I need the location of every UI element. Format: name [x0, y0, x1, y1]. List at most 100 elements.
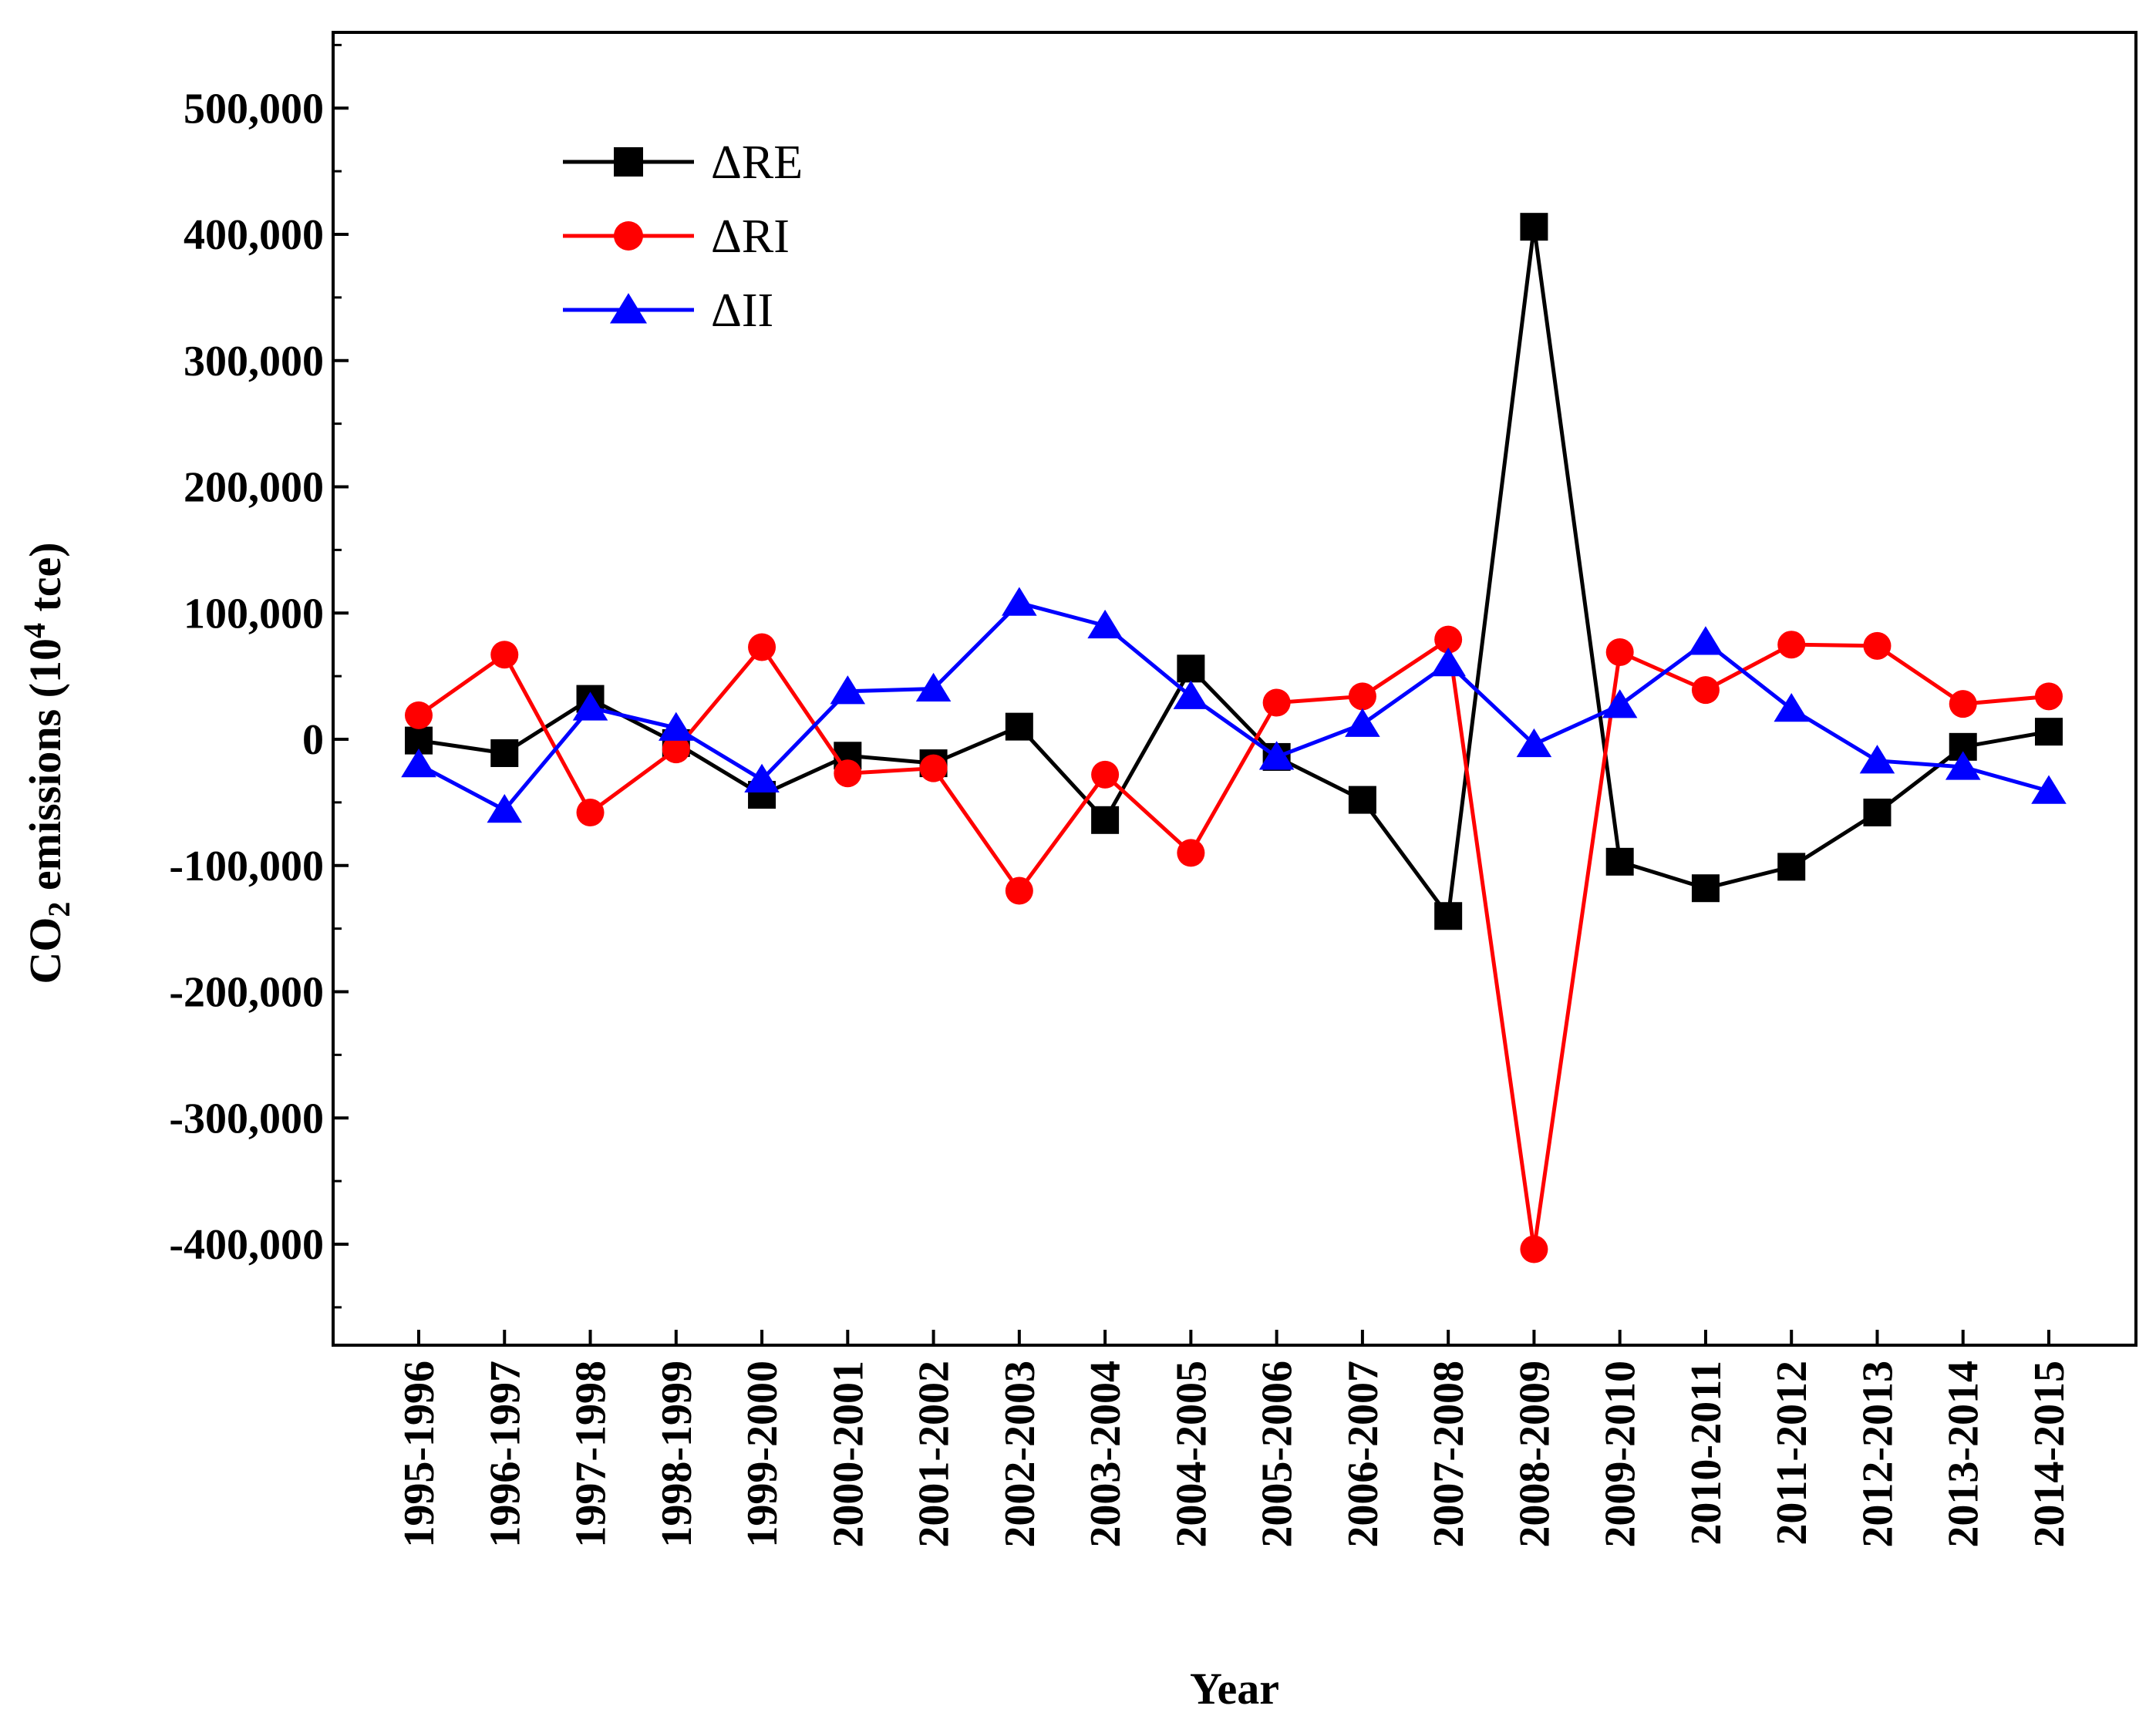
data-point — [1691, 676, 1720, 705]
data-point — [1087, 609, 1123, 639]
legend: ΔRE ΔRI ΔII — [563, 136, 803, 337]
y-axis-title-subscript: 2 — [42, 902, 76, 917]
data-point — [572, 691, 608, 721]
data-point — [1177, 839, 1205, 867]
x-tick-label: 2013-2014 — [1940, 1361, 1988, 1548]
x-tick-label: 1999-2000 — [739, 1361, 787, 1548]
data-point — [1516, 728, 1552, 758]
data-point — [662, 735, 690, 764]
y-axis-title-suffix: tce) — [20, 542, 70, 623]
x-tick-label: 1995-1996 — [396, 1361, 443, 1548]
legend-marker — [614, 221, 643, 251]
y-tick-label: 0 — [302, 716, 324, 764]
legend-item: ΔRI — [563, 210, 790, 263]
y-tick-label: -400,000 — [169, 1221, 324, 1269]
data-point — [490, 641, 519, 669]
x-tick-label: 1997-1998 — [568, 1361, 615, 1548]
y-tick-label: -200,000 — [169, 969, 324, 1017]
data-point — [1430, 648, 1466, 677]
x-tick-label: 2014-2015 — [2026, 1361, 2073, 1548]
y-tick-label: -300,000 — [169, 1095, 324, 1142]
series-square — [405, 213, 2063, 930]
y-axis-title-prefix: CO — [20, 917, 70, 984]
x-tick-label: 2012-2013 — [1854, 1361, 1902, 1548]
y-tick-label: 200,000 — [184, 464, 324, 512]
data-point — [1520, 1235, 1548, 1263]
legend-item: ΔRE — [563, 136, 803, 189]
data-point — [1605, 847, 1634, 876]
data-point — [1602, 689, 1638, 718]
data-point — [834, 759, 862, 788]
x-tick-label: 2007-2008 — [1425, 1361, 1473, 1548]
data-point — [1520, 213, 1548, 241]
data-point — [405, 701, 433, 729]
y-tick-label: 100,000 — [184, 590, 324, 638]
x-tick-label: 2001-2002 — [911, 1361, 958, 1548]
x-tick-label: 2009-2010 — [1597, 1361, 1645, 1548]
data-point — [748, 633, 776, 661]
data-point — [1945, 751, 1981, 780]
data-point — [1777, 631, 1806, 659]
series-line — [417, 636, 2050, 1250]
data-point — [1258, 741, 1295, 770]
data-point — [1091, 806, 1120, 834]
data-point — [919, 754, 948, 782]
data-point — [1177, 654, 1205, 683]
data-point — [1863, 631, 1892, 660]
x-tick-label: 2008-2009 — [1511, 1361, 1558, 1548]
data-point — [915, 672, 952, 702]
data-point — [1863, 798, 1892, 826]
y-tick-label: 500,000 — [184, 85, 324, 133]
data-point — [2035, 682, 2063, 711]
data-point — [744, 763, 780, 792]
x-tick-label: 2002-2003 — [996, 1361, 1044, 1548]
data-point — [1434, 625, 1463, 654]
data-point — [1777, 853, 1806, 881]
series-circle — [405, 625, 2063, 1263]
legend-marker — [614, 147, 643, 177]
y-tick-label: 300,000 — [184, 338, 324, 385]
y-axis-title: CO2 emissions (104 tce) — [17, 542, 76, 984]
data-point — [830, 675, 866, 705]
series-triangle — [401, 587, 2067, 823]
data-point — [576, 798, 605, 826]
data-point — [2031, 775, 2067, 804]
data-point — [1345, 708, 1380, 737]
legend-label: ΔRE — [711, 136, 803, 189]
data-point — [1348, 682, 1376, 711]
data-point — [1005, 712, 1033, 741]
x-tick-label: 2004-2005 — [1167, 1361, 1215, 1548]
plot-frame — [332, 31, 2137, 1347]
y-tick-label: -100,000 — [169, 843, 324, 890]
x-tick-label: 2000-2001 — [824, 1361, 872, 1548]
data-point — [1605, 638, 1634, 667]
x-tick-label: 2011-2012 — [1768, 1361, 1816, 1546]
x-tick-label: 2006-2007 — [1339, 1361, 1387, 1548]
x-tick-label: 1998-1999 — [653, 1361, 701, 1548]
y-axis-title-middle: emissions (10 — [20, 638, 70, 902]
legend-label: ΔRI — [711, 210, 790, 263]
data-point — [487, 794, 523, 823]
data-point — [1091, 760, 1120, 789]
data-point — [401, 749, 436, 778]
x-tick-label: 2010-2011 — [1683, 1361, 1730, 1546]
x-tick-label: 1996-1997 — [481, 1361, 529, 1548]
x-axis-title: Year — [1190, 1664, 1279, 1714]
y-tick-label: 400,000 — [184, 211, 324, 259]
data-point — [1859, 745, 1895, 774]
data-point — [1173, 680, 1209, 709]
data-point — [1688, 626, 1723, 655]
data-point — [1348, 786, 1376, 814]
legend-marker — [609, 293, 648, 324]
data-point — [659, 712, 694, 741]
data-point — [1262, 688, 1291, 717]
axes: -400,000 -300,000 -200,000 -100,000 0 100,000… — [169, 31, 2137, 1548]
x-tick-label: 2005-2006 — [1254, 1361, 1302, 1548]
legend-label: ΔII — [711, 284, 773, 337]
data-point — [490, 739, 519, 768]
data-point — [1434, 902, 1463, 930]
data-point — [1949, 690, 1977, 718]
x-tick-label: 2003-2004 — [1082, 1361, 1130, 1548]
